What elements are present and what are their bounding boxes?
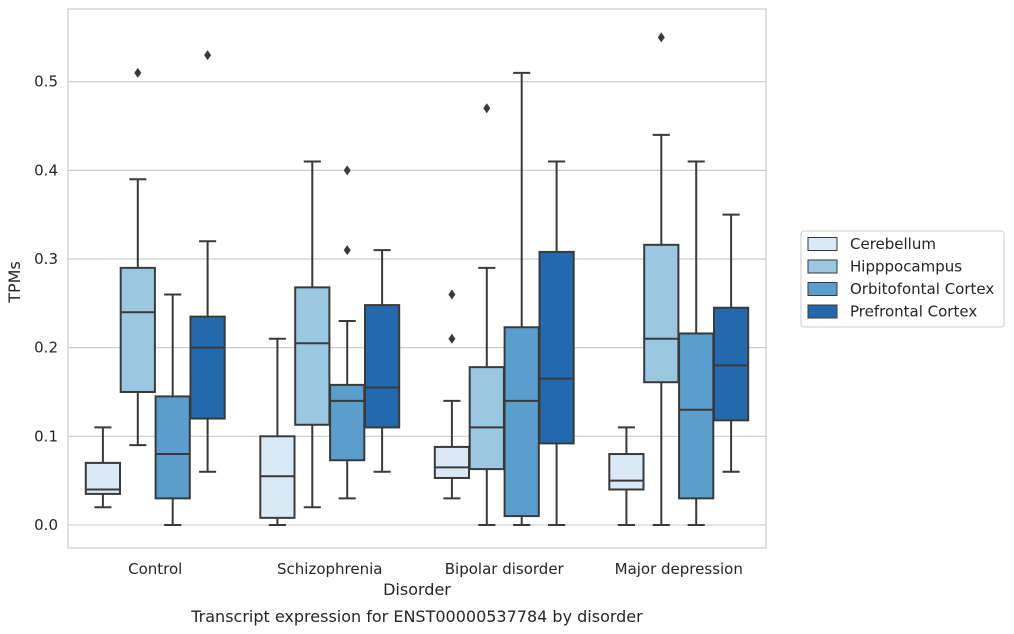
box-group [538,160,575,526]
box [433,445,471,479]
box-group [468,103,505,526]
x-tick-label: Schizophrenia [277,560,382,578]
box [538,250,575,445]
plot-frame [67,8,767,549]
legend-swatch [807,237,838,251]
box [608,453,645,491]
box-group [294,160,331,509]
legend: Cerebellum Hipppocampus Orbitofontal Corte… [800,230,1005,328]
box-group [608,426,645,526]
outlier-point [343,245,351,256]
outlier-point [343,165,351,176]
x-tick-label: Major depression [615,560,743,578]
legend-label: Prefrontal Cortex [850,303,977,321]
legend-swatch [807,259,838,274]
outlier-point [483,103,491,114]
legend-label: Orbitofontal Cortex [850,280,994,298]
legend-label: Hipppocampus [850,258,962,276]
y-tick-label: 0.5 [34,73,58,91]
box [294,286,331,426]
x-axis-title: Disorder [383,580,451,599]
box-group [643,32,680,526]
box [329,383,366,462]
box-group [84,426,122,509]
legend-frame [800,230,1005,328]
x-tick-label: Control [128,560,182,578]
y-tick-label: 0.0 [34,516,58,534]
box [363,304,401,429]
box [154,395,191,500]
box [712,306,750,422]
box-group [119,67,156,447]
outlier-point [134,67,142,78]
legend-swatch [807,304,838,319]
box [678,332,715,500]
y-tick-label: 0.3 [34,250,58,268]
outlier-point [657,32,665,43]
box [119,266,156,393]
x-axis-ticks: Control Schizophrenia Bipolar disorder Majo… [128,560,743,578]
outlier-point [448,333,456,344]
y-tick-label: 0.4 [34,161,58,179]
box [468,366,505,471]
outlier-point [448,289,456,300]
x-tick-label: Bipolar disorder [445,560,565,578]
box [503,326,540,518]
box-group [712,213,750,473]
legend-swatch [807,282,838,296]
box [643,243,680,384]
legend-label: Cerebellum [850,235,936,253]
y-tick-label: 0.1 [34,427,58,445]
box-group [678,160,715,526]
box-group [154,293,191,526]
outlier-point [204,50,212,61]
box-series-group [84,32,750,526]
box-group [433,289,471,500]
y-axis-ticks: 0.0 0.1 0.2 0.3 0.4 0.5 [34,73,58,534]
box [189,315,226,420]
box-group [503,71,540,526]
box-group [189,50,226,473]
y-tick-label: 0.2 [34,339,58,357]
y-axis-title: TPMs [5,261,24,304]
box-group [363,249,401,473]
figure-caption: Transcript expression for ENST0000053778… [190,607,643,626]
box-group [259,337,296,526]
